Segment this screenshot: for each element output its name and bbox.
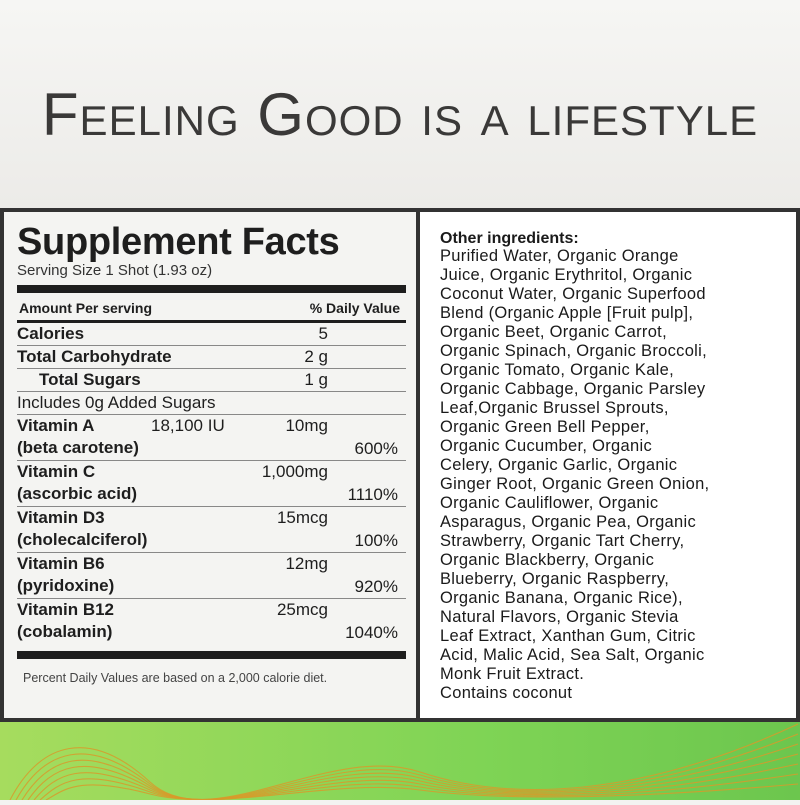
- nutrient-source: (pyridoxine): [17, 576, 115, 595]
- nutrient-dv: 600%: [354, 439, 398, 458]
- ingredients-line: Coconut Water, Organic Superfood: [440, 285, 706, 303]
- nutrient-name: Vitamin A: [17, 416, 95, 435]
- ingredients-line: Organic Banana, Organic Rice),: [440, 589, 683, 607]
- nutrient-name: Vitamin B6: [17, 554, 105, 573]
- ingredients-line: Organic Cabbage, Organic Parsley: [440, 380, 706, 398]
- ingredients-line: Strawberry, Organic Tart Cherry,: [440, 532, 685, 550]
- wave-line: [39, 773, 799, 801]
- nutrient-amount: 10mg: [285, 416, 328, 435]
- nutrient-amount: 5: [318, 324, 328, 343]
- nutrient-name: Vitamin C: [17, 462, 96, 481]
- facts-row: Includes 0g Added Sugars: [17, 392, 406, 415]
- ingredients-line: Blend (Organic Apple [Fruit pulp],: [440, 304, 694, 322]
- wave-line: [45, 783, 799, 801]
- divider: [17, 651, 406, 659]
- facts-row: Vitamin C 1,000mg (ascorbic acid) 1110%: [17, 461, 406, 507]
- wave-line: [27, 753, 799, 801]
- ingredients-list: Purified Water, Organic Orange Juice, Org…: [440, 247, 788, 703]
- facts-row: Vitamin A 18,100 IU 10mg (beta carotene) 600…: [17, 415, 406, 461]
- nutrient-source: (cholecalciferol): [17, 530, 148, 549]
- wave-line: [33, 763, 799, 801]
- nutrient-amount: 15mcg: [276, 508, 328, 527]
- ingredients-line: Organic Spinach, Organic Broccoli,: [440, 342, 707, 360]
- nutrient-name: Includes 0g Added Sugars: [17, 393, 216, 412]
- headline: Feeling Good is a lifestyle: [41, 81, 759, 148]
- nutrient-amount: 1,000mg: [261, 462, 328, 481]
- header-banner: Feeling Good is a lifestyle: [0, 0, 800, 208]
- nutrient-name: Total Carbohydrate: [17, 347, 172, 366]
- dv-header: % Daily Value: [309, 300, 400, 316]
- nutrient-iu: 18,100 IU: [151, 416, 225, 435]
- ingredients-line: Juice, Organic Erythritol, Organic: [440, 266, 693, 284]
- label-frame: Supplement Facts Serving Size 1 Shot (1.…: [0, 208, 800, 722]
- ingredients-line: Asparagus, Organic Pea, Organic: [440, 513, 697, 531]
- ingredients-line: Organic Tomato, Organic Kale,: [440, 361, 675, 379]
- facts-row: Vitamin D3 15mcg (cholecalciferol) 100%: [17, 507, 406, 553]
- ingredients-line: Organic Blackberry, Organic: [440, 551, 655, 569]
- ingredients-line: Celery, Organic Garlic, Organic: [440, 456, 678, 474]
- nutrient-source: (ascorbic acid): [17, 484, 137, 503]
- wave-line: [15, 733, 799, 801]
- facts-title: Supplement Facts: [17, 221, 340, 263]
- facts-header: Amount Per serving % Daily Value: [17, 296, 406, 323]
- nutrient-amount: 12mg: [285, 554, 328, 573]
- footnote: Percent Daily Values are based on a 2,00…: [23, 671, 328, 685]
- ingredients-line: Ginger Root, Organic Green Onion,: [440, 475, 710, 493]
- ingredients-line: Blueberry, Organic Raspberry,: [440, 570, 670, 588]
- ingredients-line: Contains coconut: [440, 684, 573, 702]
- ingredients-line: Monk Fruit Extract.: [440, 665, 585, 683]
- ingredients-line: Purified Water, Organic Orange: [440, 247, 679, 265]
- ingredients-panel: Other ingredients: Purified Water, Organ…: [420, 212, 796, 718]
- supplement-facts-panel: Supplement Facts Serving Size 1 Shot (1.…: [4, 212, 416, 718]
- nutrient-name: Vitamin D3: [17, 508, 105, 527]
- ingredients-line: Leaf,Organic Brussel Sprouts,: [440, 399, 669, 417]
- wave-lines-decoration: [9, 723, 799, 801]
- nutrient-dv: 100%: [354, 531, 398, 550]
- ingredients-line: Acid, Malic Acid, Sea Salt, Organic: [440, 646, 705, 664]
- facts-row: Calories 5: [17, 323, 406, 346]
- nutrient-dv: 1040%: [345, 623, 398, 642]
- ingredients-line: Leaf Extract, Xanthan Gum, Citric: [440, 627, 696, 645]
- facts-row: Total Carbohydrate 2 g: [17, 346, 406, 369]
- nutrient-dv: 920%: [354, 577, 398, 596]
- ingredients-line: Organic Cauliflower, Organic: [440, 494, 659, 512]
- ingredients-line: Organic Cucumber, Organic: [440, 437, 653, 455]
- nutrient-dv: 1110%: [347, 485, 398, 504]
- nutrient-source: (beta carotene): [17, 438, 139, 457]
- facts-row: Vitamin B6 12mg (pyridoxine) 920%: [17, 553, 406, 599]
- nutrient-name: Total Sugars: [39, 370, 141, 389]
- ingredients-line: Organic Green Bell Pepper,: [440, 418, 650, 436]
- nutrient-amount: 25mcg: [276, 600, 328, 619]
- nutrient-amount: 1 g: [304, 370, 328, 389]
- decorative-footer: [0, 722, 800, 801]
- nutrient-name: Calories: [17, 324, 85, 343]
- ingredients-line: Natural Flavors, Organic Stevia: [440, 608, 679, 626]
- wave-line: [21, 743, 799, 801]
- wave-line: [9, 723, 799, 801]
- ingredients-line: Organic Beet, Organic Carrot,: [440, 323, 667, 341]
- facts-row: Total Sugars 1 g: [17, 369, 406, 392]
- nutrient-amount: 2 g: [304, 347, 328, 366]
- serving-size: Serving Size 1 Shot (1.93 oz): [17, 262, 213, 279]
- nutrient-name: Vitamin B12: [17, 600, 115, 619]
- ingredients-title: Other ingredients:: [440, 230, 579, 247]
- divider: [17, 285, 406, 293]
- facts-row: Vitamin B12 25mcg (cobalamin) 1040%: [17, 599, 406, 645]
- nutrient-source: (cobalamin): [17, 622, 113, 641]
- amount-header: Amount Per serving: [19, 300, 153, 316]
